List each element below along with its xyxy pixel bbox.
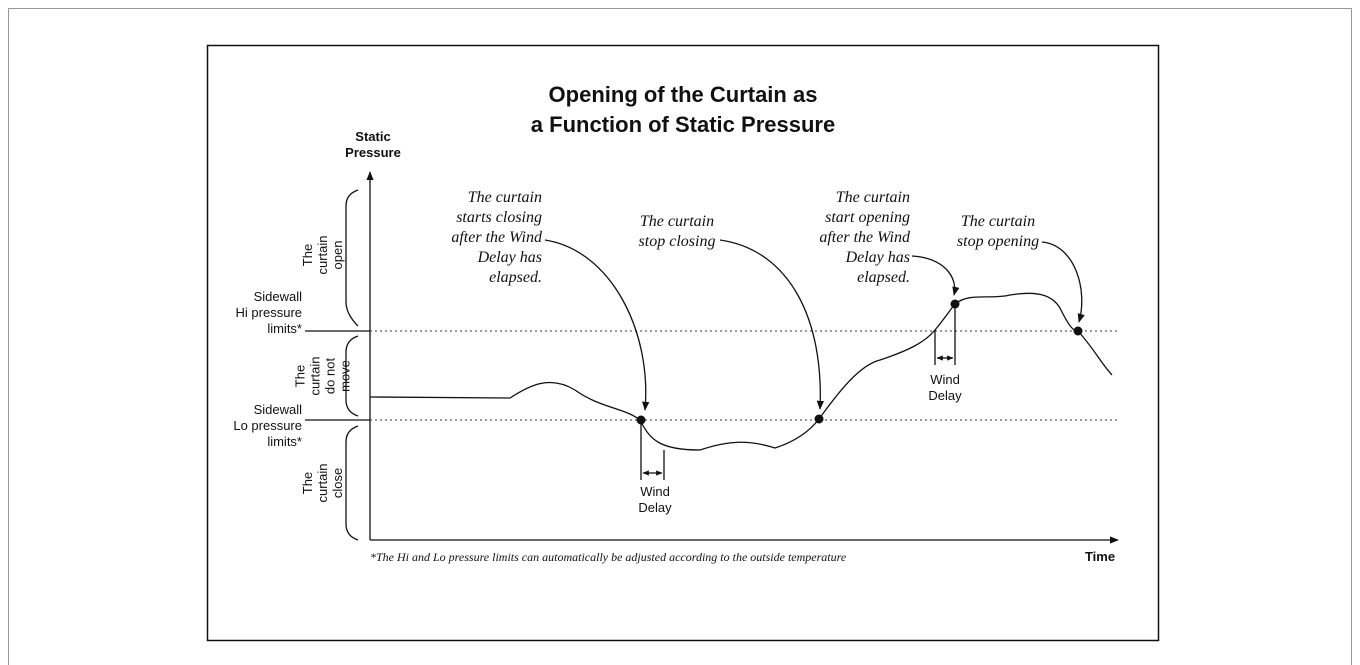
- annotation: stop opening: [957, 233, 1039, 250]
- annotation: The curtain: [961, 213, 1035, 230]
- event-point: [1073, 326, 1083, 336]
- wind-delay-label: Delay: [928, 388, 962, 403]
- annotation: after the Wind: [451, 229, 543, 246]
- annotation: after the Wind: [819, 229, 911, 246]
- wind-delay-label: Wind: [930, 372, 960, 387]
- zone-label-line: The: [300, 472, 315, 494]
- zone-label-line: open: [330, 241, 345, 270]
- zone-label: The curtain do not move: [293, 356, 353, 395]
- zone-label-line: The: [293, 365, 308, 387]
- zone-label: The curtain open: [300, 235, 345, 274]
- zone-label-line: curtain: [308, 356, 323, 395]
- outer-frame: [8, 8, 1352, 665]
- limit-label: limits*: [267, 434, 302, 449]
- annotation: Delay has: [477, 249, 542, 266]
- annotation: elapsed.: [489, 269, 542, 286]
- y-axis-label: Static: [355, 129, 390, 144]
- x-axis-label: Time: [1085, 549, 1115, 564]
- title: a Function of Static Pressure: [531, 112, 835, 137]
- annotation-arrow: [1041, 241, 1085, 323]
- event-point: [814, 414, 824, 424]
- title: Opening of the Curtain as: [549, 82, 818, 107]
- close-bracket: [345, 425, 359, 541]
- zone-label: The curtain close: [300, 463, 345, 502]
- annotation: The curtain: [640, 213, 714, 230]
- wind-delay-label: Delay: [638, 500, 672, 515]
- zone-label-line: move: [338, 360, 353, 392]
- diagram-frame: [206, 44, 1160, 642]
- limit-label: Lo pressure: [233, 418, 302, 433]
- annotation: starts closing: [456, 209, 542, 226]
- y-axis-label: Pressure: [345, 145, 401, 160]
- annotation: The curtain: [836, 189, 910, 206]
- annotation-arrow: [911, 255, 960, 296]
- annotation-arrow: [719, 239, 825, 410]
- footnote: *The Hi and Lo pressure limits can autom…: [370, 550, 847, 564]
- limit-label: Sidewall: [254, 289, 303, 304]
- open-bracket: [345, 189, 359, 327]
- wind-delay-label: Wind: [640, 484, 670, 499]
- zone-label-line: close: [330, 468, 345, 498]
- annotation-arrow: [544, 239, 650, 411]
- annotation: elapsed.: [857, 269, 910, 286]
- zone-label-line: curtain: [315, 235, 330, 274]
- zone-label-line: curtain: [315, 463, 330, 502]
- annotation: Delay has: [845, 249, 910, 266]
- zone-label-line: do not: [323, 358, 338, 395]
- no-move-bracket: [345, 335, 359, 417]
- annotation: stop closing: [639, 233, 716, 250]
- limit-label: limits*: [267, 321, 302, 336]
- annotation: start opening: [825, 209, 910, 226]
- limit-label: Hi pressure: [236, 305, 302, 320]
- zone-label-line: The: [300, 244, 315, 266]
- limit-label: Sidewall: [254, 402, 303, 417]
- annotation: The curtain: [468, 189, 542, 206]
